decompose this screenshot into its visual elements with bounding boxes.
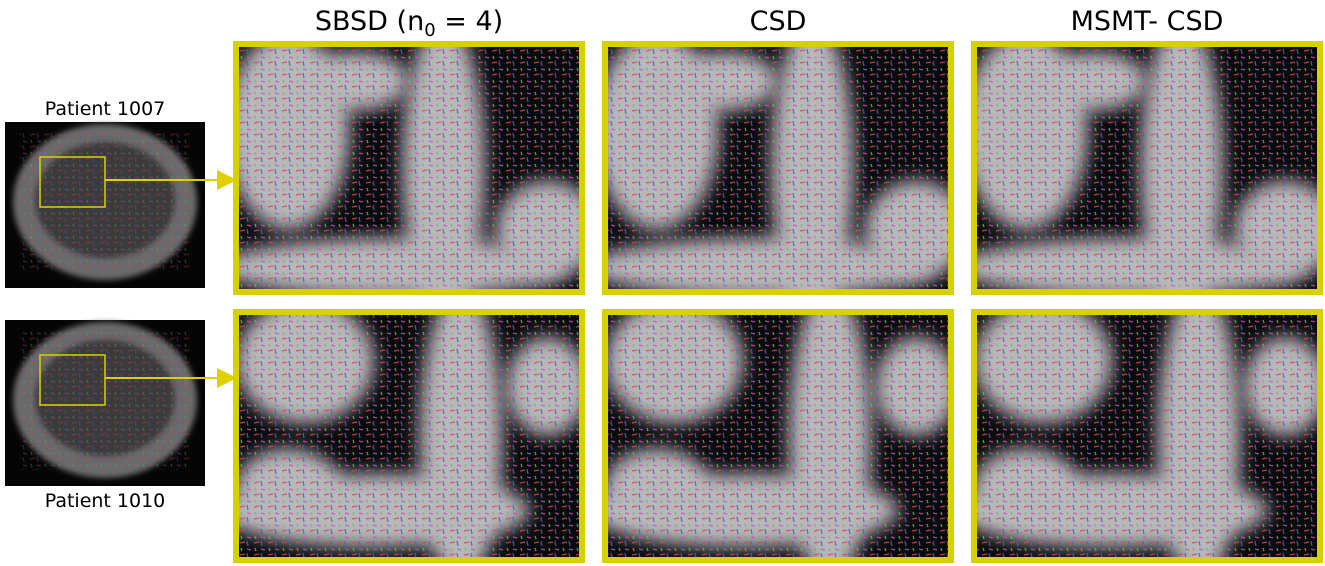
fod-panel (971, 41, 1323, 295)
fod-glyphs (236, 312, 582, 560)
panel-image (236, 312, 582, 560)
row-label: Patient 1007 (45, 98, 166, 120)
panel-border (602, 41, 954, 295)
title-suffix: = 4) (436, 6, 504, 37)
column-title: MSMT- CSD (1071, 6, 1224, 37)
roi-box (39, 354, 106, 406)
title-text: SBSD (n (315, 6, 424, 37)
panel-border (602, 309, 954, 563)
fod-glyphs (974, 44, 1320, 292)
panel-border (971, 41, 1323, 295)
panel-border (233, 41, 585, 295)
fod-glyphs (605, 44, 951, 292)
fod-glyphs (605, 312, 951, 560)
brain-thumbnail (5, 122, 205, 288)
panel-image (974, 44, 1320, 292)
fod-panel (233, 309, 585, 563)
column-title: CSD (750, 6, 807, 37)
panel-border (971, 309, 1323, 563)
title-subscript: 0 (424, 20, 435, 41)
fod-glyphs (974, 312, 1320, 560)
fod-panel (233, 41, 585, 295)
roi-box (39, 156, 106, 208)
panel-image (974, 312, 1320, 560)
brain-thumbnail (5, 320, 205, 486)
panel-border (233, 309, 585, 563)
fod-glyphs (236, 44, 582, 292)
column-title: SBSD (n0 = 4) (315, 6, 503, 41)
row-label: Patient 1010 (45, 490, 166, 512)
panel-image (605, 312, 951, 560)
fod-panel (602, 309, 954, 563)
fod-panel (602, 41, 954, 295)
panel-image (605, 44, 951, 292)
panel-image (236, 44, 582, 292)
fod-panel (971, 309, 1323, 563)
